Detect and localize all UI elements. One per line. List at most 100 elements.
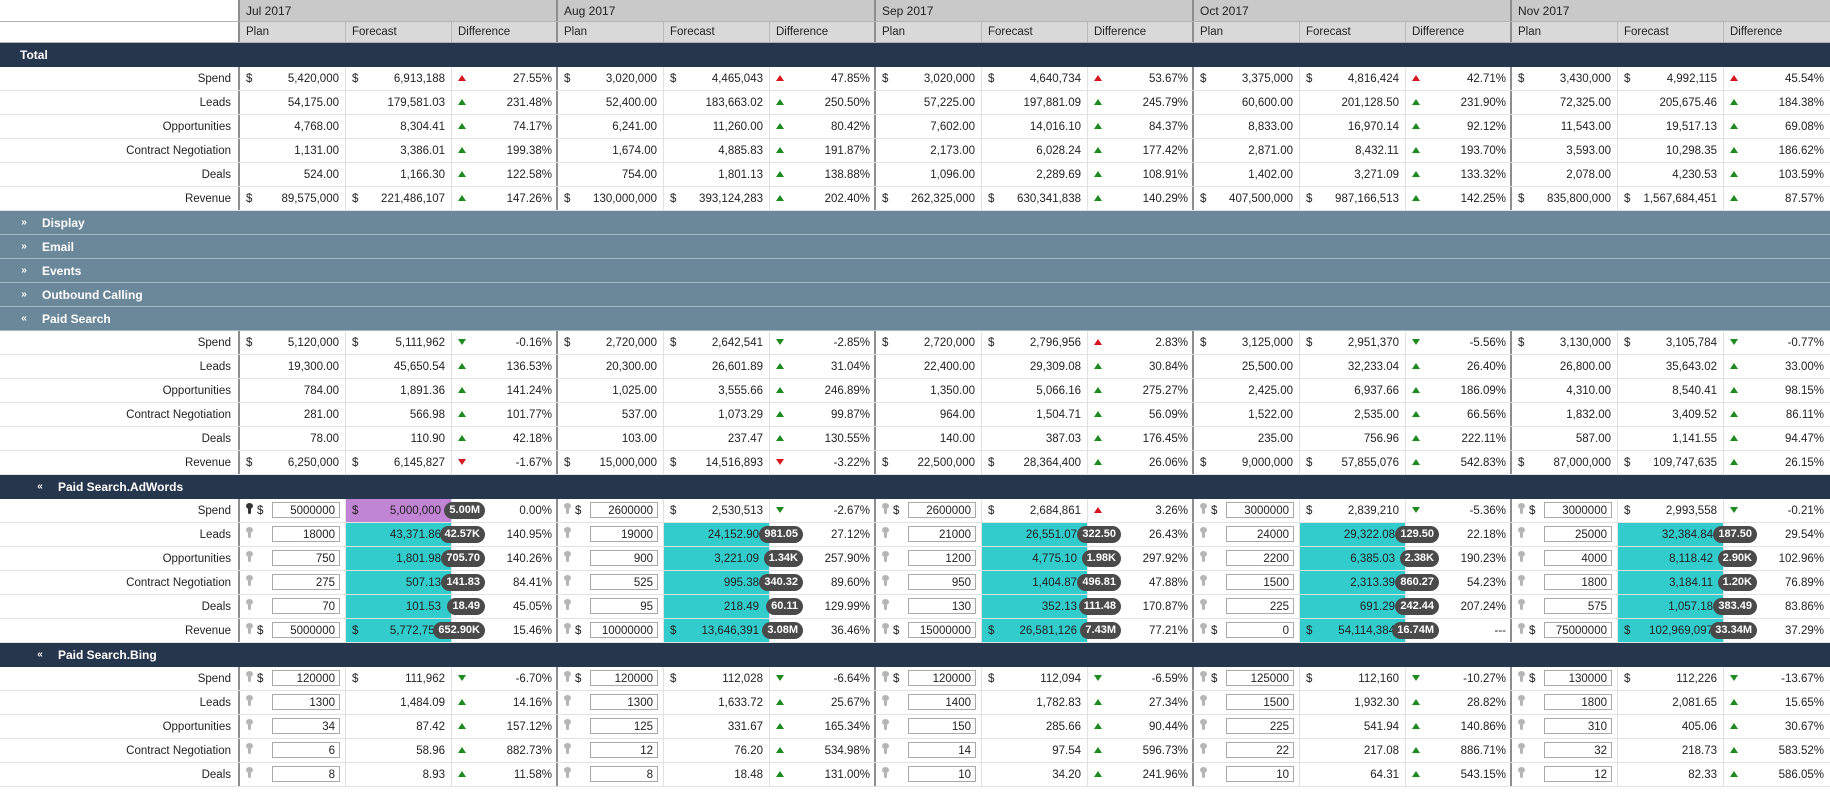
group-collapsed[interactable]: » Email <box>0 235 1830 259</box>
plan-input[interactable]: 150 <box>908 718 976 734</box>
plan-cell[interactable]: 10 <box>876 763 982 786</box>
group-collapsed[interactable]: » Outbound Calling <box>0 283 1830 307</box>
plan-input[interactable]: 1300 <box>272 694 340 710</box>
plan-input[interactable]: 900 <box>590 550 658 566</box>
pin-icon[interactable] <box>564 671 571 682</box>
plan-cell[interactable]: 1800 <box>1512 691 1618 714</box>
pin-icon[interactable] <box>1200 743 1207 754</box>
pin-icon[interactable] <box>882 671 889 682</box>
plan-cell[interactable]: 1500 <box>1194 691 1300 714</box>
plan-input[interactable]: 1800 <box>1544 694 1612 710</box>
plan-cell[interactable]: 8 <box>240 763 346 786</box>
pin-icon[interactable] <box>882 719 889 730</box>
chevron-icon[interactable]: » <box>21 240 27 252</box>
pin-icon[interactable] <box>564 719 571 730</box>
pin-icon[interactable] <box>882 743 889 754</box>
plan-input[interactable]: 32 <box>1544 742 1612 758</box>
plan-input[interactable]: 750 <box>272 550 340 566</box>
plan-input[interactable]: 2200 <box>1226 550 1294 566</box>
pin-icon[interactable] <box>882 695 889 706</box>
plan-cell[interactable]: 25000 <box>1512 523 1618 546</box>
pin-icon[interactable] <box>1200 551 1207 562</box>
plan-cell[interactable]: 310 <box>1512 715 1618 738</box>
plan-input[interactable]: 1400 <box>908 694 976 710</box>
plan-input[interactable]: 2600000 <box>908 502 976 518</box>
plan-cell[interactable]: 150 <box>876 715 982 738</box>
chevron-icon[interactable]: » <box>21 216 27 228</box>
plan-cell[interactable]: 750 <box>240 547 346 570</box>
plan-cell[interactable]: 4000 <box>1512 547 1618 570</box>
pin-icon[interactable] <box>1518 695 1525 706</box>
pin-icon[interactable] <box>1200 599 1207 610</box>
plan-input[interactable]: 4000 <box>1544 550 1612 566</box>
pin-icon[interactable] <box>1518 671 1525 682</box>
plan-input[interactable]: 12 <box>1544 766 1612 782</box>
plan-cell[interactable]: 22 <box>1194 739 1300 762</box>
group-total[interactable]: Total <box>0 43 1830 67</box>
pin-icon[interactable] <box>246 695 253 706</box>
plan-input[interactable]: 14 <box>908 742 976 758</box>
plan-input[interactable]: 34 <box>272 718 340 734</box>
plan-cell[interactable]: $15000000 <box>876 619 982 642</box>
chevron-icon[interactable]: « <box>37 649 43 660</box>
plan-input[interactable]: 15000000 <box>908 622 976 638</box>
plan-input[interactable]: 8 <box>590 766 658 782</box>
pin-icon[interactable] <box>1518 743 1525 754</box>
plan-cell[interactable]: 18000 <box>240 523 346 546</box>
plan-input[interactable]: 10 <box>1226 766 1294 782</box>
plan-cell[interactable]: 1400 <box>876 691 982 714</box>
group-paid-search[interactable]: « Paid Search <box>0 307 1830 331</box>
pin-icon[interactable] <box>246 599 253 610</box>
plan-input[interactable]: 22 <box>1226 742 1294 758</box>
pin-icon[interactable] <box>1200 623 1207 634</box>
pin-icon[interactable] <box>246 719 253 730</box>
plan-cell[interactable]: 21000 <box>876 523 982 546</box>
pin-icon[interactable] <box>882 575 889 586</box>
plan-input[interactable]: 130 <box>908 598 976 614</box>
pin-icon[interactable] <box>1200 719 1207 730</box>
pin-icon[interactable] <box>564 767 571 778</box>
pin-icon[interactable] <box>564 527 571 538</box>
pin-icon[interactable] <box>1200 767 1207 778</box>
plan-cell[interactable]: $120000 <box>558 667 664 690</box>
plan-cell[interactable]: 525 <box>558 571 664 594</box>
pin-icon[interactable] <box>882 767 889 778</box>
pin-icon[interactable] <box>1518 623 1525 634</box>
plan-cell[interactable]: $2600000 <box>876 499 982 522</box>
plan-cell[interactable]: $75000000 <box>1512 619 1618 642</box>
plan-input[interactable]: 1500 <box>1226 574 1294 590</box>
plan-input[interactable]: 5000000 <box>272 502 340 518</box>
plan-cell[interactable]: 225 <box>1194 595 1300 618</box>
plan-input[interactable]: 125 <box>590 718 658 734</box>
chevron-icon[interactable]: » <box>21 264 27 276</box>
plan-cell[interactable]: $2600000 <box>558 499 664 522</box>
pin-icon[interactable] <box>1518 767 1525 778</box>
plan-cell[interactable]: 8 <box>558 763 664 786</box>
plan-cell[interactable]: 34 <box>240 715 346 738</box>
pin-icon[interactable] <box>246 551 253 562</box>
plan-cell[interactable]: 1200 <box>876 547 982 570</box>
plan-cell[interactable]: $120000 <box>240 667 346 690</box>
pin-icon[interactable] <box>564 551 571 562</box>
plan-input[interactable]: 0 <box>1226 622 1294 638</box>
pin-icon[interactable] <box>1518 503 1525 514</box>
pin-icon[interactable] <box>564 575 571 586</box>
plan-input[interactable]: 6 <box>272 742 340 758</box>
plan-cell[interactable]: $3000000 <box>1512 499 1618 522</box>
plan-input[interactable]: 12 <box>590 742 658 758</box>
plan-input[interactable]: 5000000 <box>272 622 340 638</box>
pin-icon[interactable] <box>1518 575 1525 586</box>
chevron-icon[interactable]: » <box>21 288 27 300</box>
plan-cell[interactable]: $10000000 <box>558 619 664 642</box>
plan-cell[interactable]: 1500 <box>1194 571 1300 594</box>
pin-icon[interactable] <box>882 527 889 538</box>
pin-icon[interactable] <box>246 743 253 754</box>
plan-input[interactable]: 10000000 <box>590 622 658 638</box>
plan-cell[interactable]: 10 <box>1194 763 1300 786</box>
plan-cell[interactable]: 900 <box>558 547 664 570</box>
pin-icon[interactable] <box>1518 527 1525 538</box>
plan-cell[interactable]: 6 <box>240 739 346 762</box>
plan-cell[interactable]: 24000 <box>1194 523 1300 546</box>
plan-input[interactable]: 2600000 <box>590 502 658 518</box>
plan-input[interactable]: 3000000 <box>1226 502 1294 518</box>
